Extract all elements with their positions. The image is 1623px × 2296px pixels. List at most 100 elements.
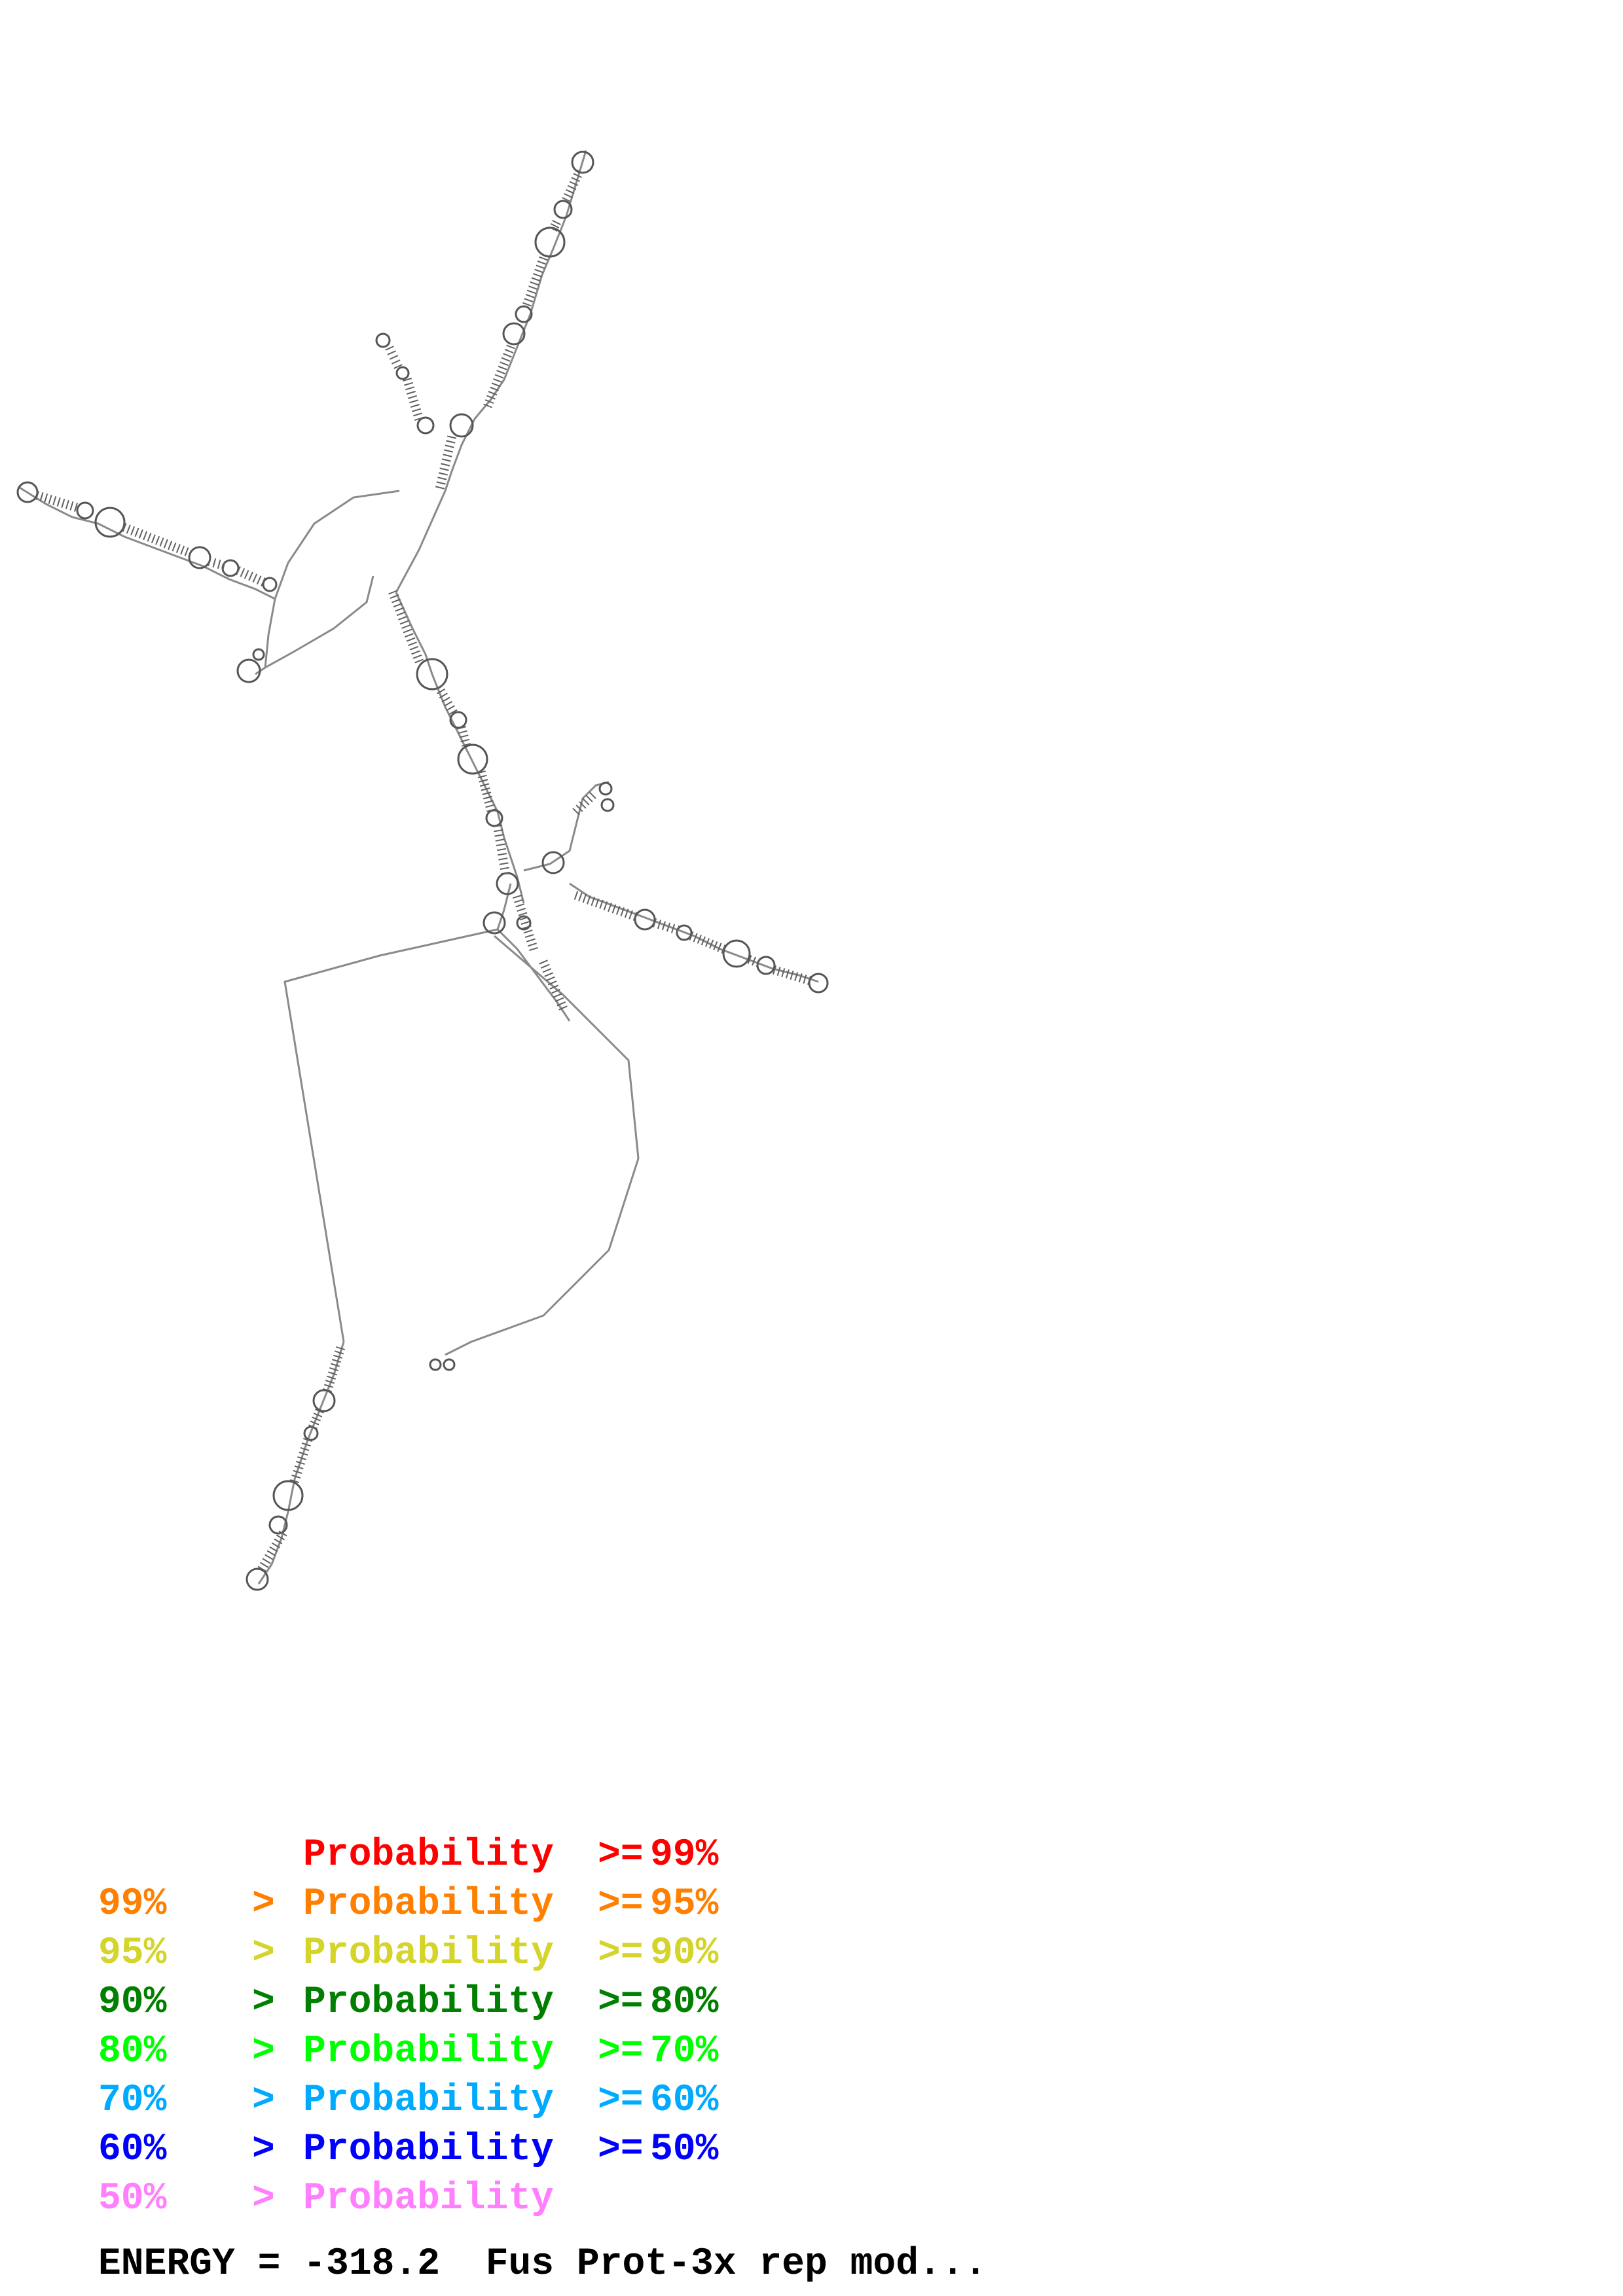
hairpin-loop-left <box>16 481 39 503</box>
base-pair-rung <box>717 942 722 952</box>
base-pair-rung <box>446 705 455 711</box>
backbone-path-hairpin-left <box>264 575 374 669</box>
interior-loop-bottom-1 <box>312 1389 336 1412</box>
base-pair-rung <box>276 1534 285 1541</box>
legend-greater-equal: >= <box>598 1834 644 1876</box>
legend-greater-than: > <box>252 1981 275 2024</box>
base-pair-rung <box>531 277 541 282</box>
base-pair-rung <box>803 975 807 984</box>
base-pair-rung <box>147 532 152 542</box>
base-pair-rung <box>458 730 467 734</box>
legend-upper-bound: 99% <box>650 1834 719 1876</box>
base-pair-rung <box>456 726 467 730</box>
legend-upper-bound: 70% <box>650 2030 719 2073</box>
legend-greater-equal: >= <box>598 1932 644 1975</box>
legend-row: 80% > Probability >= 70% <box>98 2029 718 2075</box>
base-pair-rung <box>69 501 74 511</box>
interior-loop-top-3 <box>515 305 533 323</box>
base-pair-rung <box>122 523 127 532</box>
base-pair-rung <box>485 804 495 808</box>
base-pair-rung <box>498 853 507 856</box>
base-pair-rung <box>403 378 412 382</box>
base-pair-rung <box>495 838 505 842</box>
base-pair-rung <box>208 556 211 567</box>
base-pair-rung <box>527 942 537 947</box>
base-pair-rung <box>666 922 671 932</box>
base-pair-rung <box>629 910 633 920</box>
legend-upper-bound: 90% <box>650 1932 719 1975</box>
base-pair-rung <box>405 633 414 638</box>
base-pair-rung <box>461 743 471 747</box>
base-pair-rung <box>675 925 680 935</box>
base-pair-rung <box>262 1558 271 1564</box>
base-pair-rung <box>294 1465 304 1470</box>
legend-greater-than: > <box>252 1883 275 1926</box>
base-pair-rung <box>163 539 168 548</box>
base-pair-rung <box>291 1474 301 1479</box>
base-pair-rung <box>552 220 561 225</box>
hairpin-loop-upper-left <box>375 332 391 348</box>
base-pair-rung <box>328 1371 337 1376</box>
base-pair-rung <box>301 1442 311 1447</box>
base-pair-rung <box>493 378 502 383</box>
base-pair-rung <box>519 916 529 921</box>
base-pair-rung <box>776 967 781 976</box>
base-pair-rung <box>721 944 726 954</box>
base-pair-rung <box>704 938 710 947</box>
base-pair-rung <box>388 590 397 595</box>
base-pair-rung <box>632 912 638 921</box>
base-pair-rung <box>689 931 694 941</box>
base-pair-rung <box>438 472 448 476</box>
base-pair-rung <box>159 537 164 547</box>
legend-upper-bound: 95% <box>650 1883 719 1926</box>
base-pair-rung <box>551 988 560 994</box>
base-pair-rung <box>537 260 547 265</box>
base-pair-rung <box>540 963 550 969</box>
legend-probability-label: Probability <box>303 1883 554 1926</box>
base-pair-rung <box>401 624 410 629</box>
base-pair-rung <box>409 399 418 404</box>
base-pair-rung <box>312 1416 321 1422</box>
base-pair-rung <box>175 544 181 553</box>
base-pair-rung <box>151 534 156 544</box>
base-pair-rung <box>406 637 416 642</box>
backbone-path-top-arm <box>444 150 587 492</box>
base-pair-rung <box>460 738 470 743</box>
base-pair-rung <box>494 834 504 837</box>
structure-loops <box>16 151 829 1591</box>
base-pair-rung <box>325 1380 335 1384</box>
base-pair-rung <box>56 497 61 507</box>
interior-loop-bottom-2 <box>303 1426 319 1441</box>
base-pair-rung <box>518 912 528 916</box>
backbone-path-big-loop-right <box>445 935 640 1356</box>
base-pair-rung <box>539 960 548 965</box>
base-pair-rung <box>523 929 533 934</box>
base-pair-rung <box>479 779 488 783</box>
base-pair-rung <box>488 391 498 396</box>
base-pair-rung <box>500 361 509 367</box>
base-pair-rung <box>261 577 266 586</box>
base-pair-rung <box>396 611 406 617</box>
base-pair-rung <box>335 1350 344 1355</box>
legend-row: 50% > Probability <box>98 2176 650 2222</box>
legend-probability-label: Probability <box>303 1834 554 1876</box>
base-pair-rung <box>310 1420 319 1426</box>
base-pair-rung <box>536 264 545 270</box>
base-pair-rung <box>61 499 65 508</box>
base-pair-rung <box>565 188 575 194</box>
base-pair-rung <box>494 374 504 379</box>
base-pair-rung <box>271 1542 280 1549</box>
base-pair-rung <box>399 620 409 625</box>
base-pair-rung <box>479 783 490 787</box>
interior-loop-left-2 <box>94 507 126 538</box>
rna-secondary-structure-diagram <box>16 150 829 1591</box>
base-pair-rung <box>599 899 604 909</box>
legend-greater-equal: >= <box>598 2128 644 2171</box>
base-pair-rung <box>514 899 524 903</box>
base-pair-rung <box>459 734 469 738</box>
base-pair-rung <box>331 1363 340 1367</box>
base-pair-rung <box>39 492 44 501</box>
base-pair-rung <box>332 1359 341 1363</box>
base-pair-rung <box>503 353 512 358</box>
interior-loop-middle-3 <box>457 744 488 775</box>
